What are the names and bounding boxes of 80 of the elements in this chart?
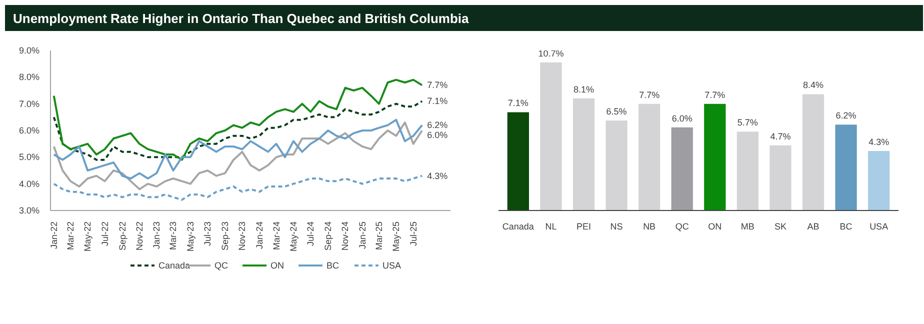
x-tick-label: Mar-25 [374, 221, 384, 250]
chart-title: Unemployment Rate Higher in Ontario Than Quebec and British Columbia [13, 10, 469, 28]
data-label: 5.7% [737, 118, 758, 128]
x-tick-label: Sep-22 [117, 221, 128, 251]
x-tick-label: AB [807, 222, 820, 232]
data-label: 8.4% [802, 80, 824, 90]
bar [704, 104, 726, 210]
x-tick-label: May-25 [391, 221, 402, 252]
line-series [52, 100, 424, 161]
y-tick-label: 5.0% [18, 152, 40, 162]
bar [802, 94, 824, 210]
x-tick-label: USA [870, 222, 888, 232]
x-tick-label: BC [840, 222, 853, 232]
legend-label: BC [326, 260, 340, 270]
y-tick-label: 3.0% [18, 206, 40, 216]
x-tick-label: Mar-24 [271, 221, 282, 250]
line-series [52, 78, 424, 161]
x-tick-label: Jan-25 [357, 221, 368, 250]
x-tick-label: Nov-23 [237, 221, 248, 251]
line-series [52, 174, 424, 201]
x-tick-label: Sep-24 [323, 221, 334, 251]
x-tick-label: Jul-22 [100, 221, 110, 246]
data-label: 4.3% [427, 170, 448, 181]
x-tick-label: Jul-25 [408, 221, 418, 246]
x-tick-label: Nov-22 [134, 221, 144, 251]
data-label: 6.2% [836, 110, 856, 121]
data-label: 7.7% [427, 80, 448, 90]
x-tick-label: Jul-24 [306, 221, 316, 246]
x-tick-label: ON [708, 222, 722, 232]
x-tick-label: MB [740, 222, 754, 232]
legend-label: Canada [158, 260, 190, 270]
y-tick-label: 6.0% [18, 126, 40, 136]
x-tick-label: NS [610, 222, 623, 232]
data-label: 7.1% [508, 98, 528, 108]
legend-label: USA [382, 260, 402, 270]
x-tick-label: May-24 [288, 221, 298, 252]
bar [606, 120, 628, 210]
x-tick-label: Sep-23 [220, 221, 230, 251]
x-tick-label: Nov-24 [340, 221, 350, 251]
x-tick-label: Jul-23 [202, 221, 213, 246]
bar [638, 104, 660, 210]
y-tick-label: 8.0% [18, 72, 40, 82]
x-tick-label: May-22 [82, 221, 93, 252]
y-tick-label: 7.0% [18, 98, 40, 109]
data-label: 7.1% [427, 96, 448, 106]
x-tick-label: NB [643, 222, 656, 232]
bar [540, 62, 562, 210]
x-tick-label: Jan-23 [152, 221, 162, 250]
x-tick-label: PEI [576, 222, 592, 232]
data-label: 6.0% [672, 113, 692, 124]
legend-label: ON [270, 260, 284, 270]
line-series [52, 118, 424, 180]
data-label: 6.0% [427, 130, 448, 140]
bar [507, 112, 529, 210]
x-tick-label: Mar-22 [65, 221, 76, 250]
y-tick-label: 9.0% [18, 46, 40, 56]
x-tick-label: May-23 [185, 221, 196, 252]
x-tick-label: SK [774, 222, 786, 232]
data-label: 6.2% [427, 120, 448, 130]
x-tick-label: QC [675, 222, 690, 232]
data-label: 7.7% [639, 90, 660, 100]
x-tick-label: NL [545, 222, 557, 232]
legend-label: QC [214, 260, 228, 270]
data-label: 8.1% [573, 84, 594, 94]
x-tick-label: Jan-22 [48, 221, 59, 250]
x-tick-label: Jan-24 [254, 221, 264, 250]
x-tick-label: Mar-23 [168, 221, 178, 250]
data-label: 6.5% [606, 106, 627, 117]
line-series [52, 122, 424, 190]
data-label: 7.7% [704, 90, 726, 100]
x-tick-label: Canada [502, 222, 534, 232]
bar [770, 145, 792, 210]
bar [835, 124, 857, 210]
bar [572, 98, 595, 210]
bar [736, 132, 758, 210]
data-label: 4.3% [868, 136, 890, 147]
data-label: 4.7% [770, 131, 791, 142]
bar [868, 150, 890, 210]
y-tick-label: 4.0% [18, 178, 40, 189]
bar [671, 127, 693, 210]
